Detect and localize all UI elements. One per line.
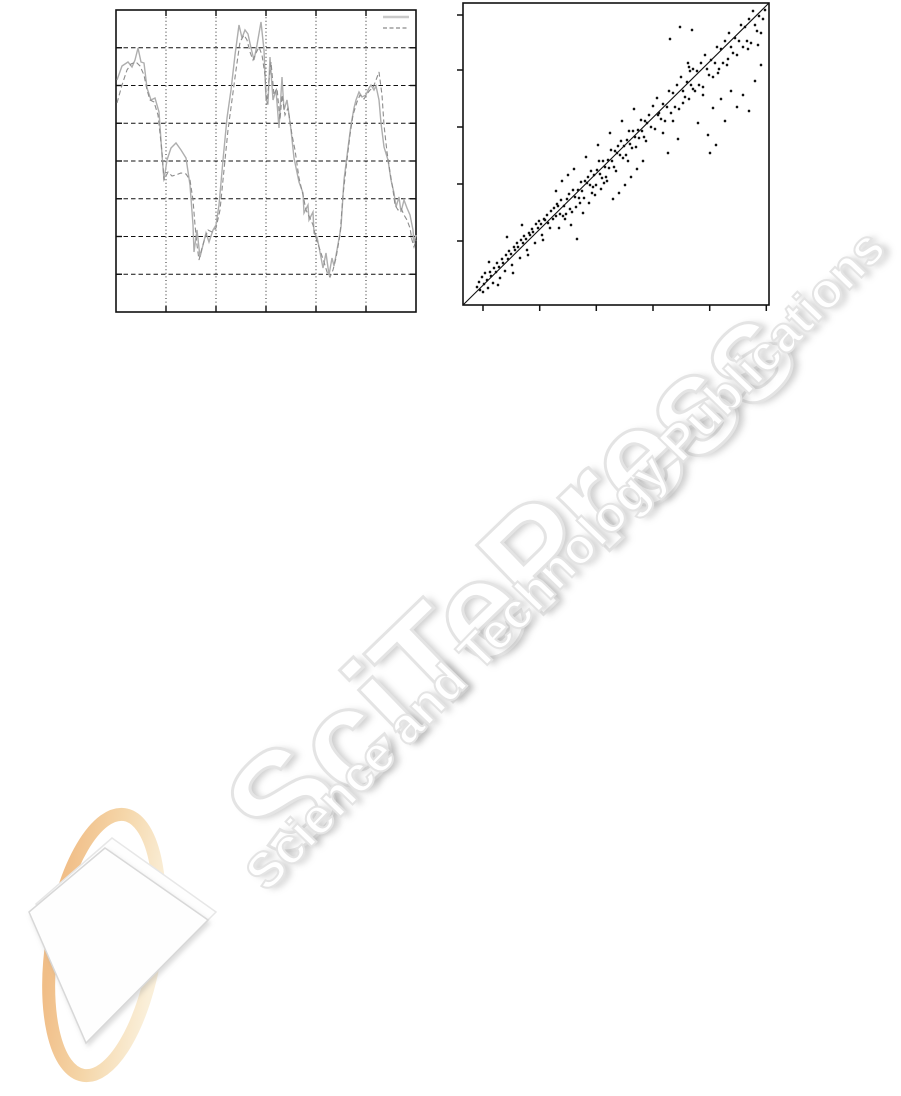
- logo-ring-icon: [42, 807, 166, 1083]
- logo-back-sheet-icon: [35, 837, 218, 1034]
- watermark-brand-text: SciTePress: [193, 270, 826, 889]
- line-chart: [115, 9, 417, 313]
- watermark-tagline-text: Science and Technology Publications: [233, 218, 896, 902]
- plot-border: [462, 2, 770, 306]
- scatter-points: [475, 8, 767, 294]
- line-series-dashed-series: [116, 33, 417, 279]
- line-series-solid-series: [116, 21, 417, 276]
- plot-border: [115, 9, 417, 313]
- logo-front-sheet-icon: [28, 847, 210, 1045]
- publisher-logo: [28, 807, 218, 1083]
- scatter-plot: [457, 2, 770, 311]
